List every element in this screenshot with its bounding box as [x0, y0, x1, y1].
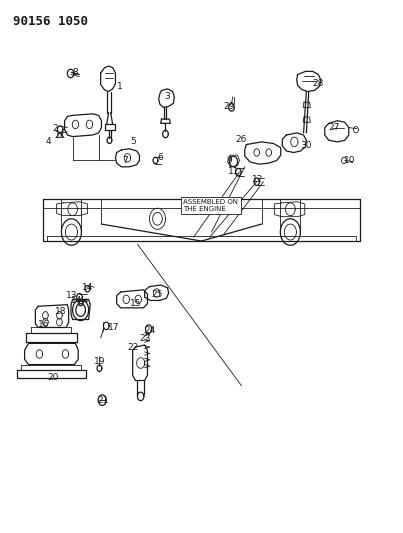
Text: 25: 25 — [152, 289, 163, 298]
Text: 6: 6 — [158, 154, 164, 163]
Text: 8: 8 — [73, 68, 78, 77]
Text: 29: 29 — [224, 102, 235, 111]
Text: 15: 15 — [130, 299, 141, 308]
Text: 5: 5 — [131, 138, 136, 147]
Text: 4: 4 — [46, 138, 52, 147]
Text: 27: 27 — [328, 123, 339, 132]
Text: 14: 14 — [71, 296, 82, 305]
Text: 24: 24 — [145, 326, 156, 335]
Text: 18: 18 — [55, 307, 66, 316]
Text: 21: 21 — [98, 396, 109, 405]
Text: 17: 17 — [108, 323, 119, 332]
Text: 28: 28 — [312, 79, 323, 88]
Text: 3: 3 — [164, 92, 170, 101]
Text: ASSEMBLED ON
THE ENGINE: ASSEMBLED ON THE ENGINE — [183, 199, 239, 212]
Text: 14: 14 — [82, 283, 93, 292]
Text: 90156 1050: 90156 1050 — [13, 14, 88, 28]
Text: 13: 13 — [66, 291, 77, 300]
Text: 23: 23 — [140, 334, 151, 343]
Text: 7: 7 — [122, 156, 127, 165]
Text: 16: 16 — [37, 320, 49, 329]
Text: 21: 21 — [54, 131, 66, 140]
Text: 10: 10 — [344, 156, 355, 165]
Text: 11: 11 — [228, 166, 239, 175]
Text: 19: 19 — [93, 358, 105, 367]
Text: 26: 26 — [236, 135, 247, 144]
Text: 30: 30 — [300, 141, 311, 150]
Text: 9: 9 — [226, 156, 233, 165]
Text: 22: 22 — [127, 343, 138, 352]
Text: 20: 20 — [48, 373, 59, 382]
Text: 2: 2 — [53, 124, 58, 133]
Text: 1: 1 — [116, 82, 123, 91]
Text: 12: 12 — [252, 174, 263, 183]
